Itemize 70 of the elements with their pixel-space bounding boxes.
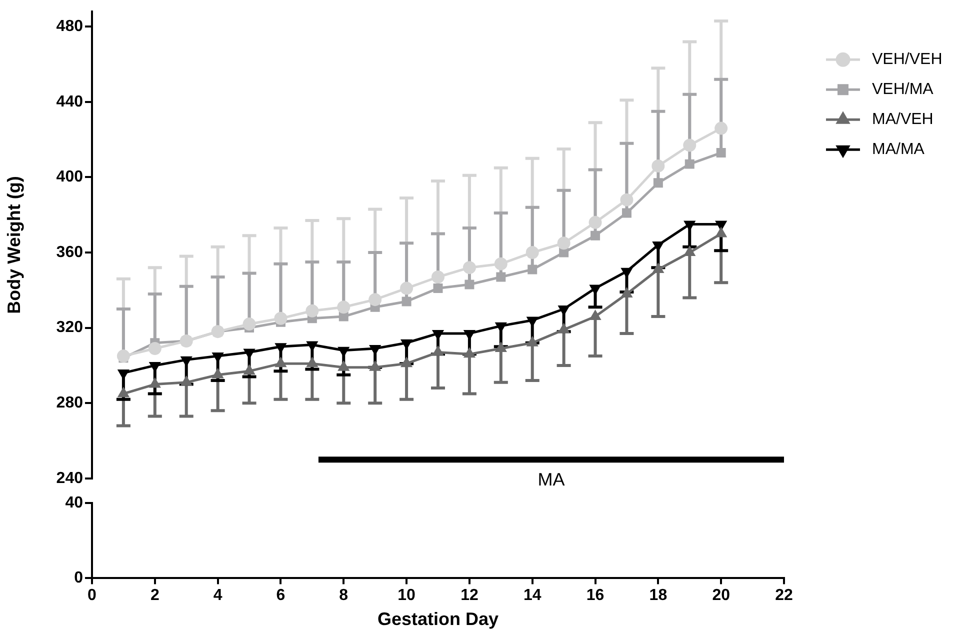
point [337,300,350,314]
y-tick-label: 40 [65,494,84,512]
y-tick-label: 240 [56,470,84,487]
x-tick-label: 18 [649,587,668,604]
point [464,330,476,340]
point [558,305,570,316]
point [274,312,288,325]
point [148,342,162,356]
y-tick-label: 320 [56,319,84,336]
point [400,339,412,350]
point [338,312,348,322]
point [622,208,632,218]
point [652,159,665,172]
x-tick-label: 4 [213,587,222,604]
point [588,216,602,229]
point [464,280,474,290]
point [620,193,634,206]
legend-label: VEH/VEH [872,51,942,68]
point [242,318,256,331]
point [652,242,664,252]
point [432,270,444,284]
y-tick-label: 360 [56,244,84,261]
x-tick-label: 0 [88,587,97,604]
point [496,272,506,282]
point [621,268,632,278]
x-tick-label: 6 [276,587,286,604]
point [462,261,476,274]
x-tick-label: 10 [398,587,416,604]
y-axis-title: Body Weight (g) [4,176,24,314]
point [653,178,663,188]
annotation: MA [538,470,565,490]
point [494,257,508,270]
y-tick-label: 440 [56,93,84,110]
x-tick-label: 2 [150,587,160,604]
y-tick-label: 0 [74,570,84,587]
point [116,350,130,363]
point [684,159,694,169]
x-axis-title: Gestation Day [377,609,499,630]
legend-label: MA/MA [872,141,925,158]
y-tick-label: 280 [56,394,84,412]
legend-label: MA/VEH [872,111,934,128]
legend-label: VEH/MA [872,81,934,98]
point [559,248,569,258]
point [714,122,728,135]
point [180,356,192,366]
point [368,293,382,306]
point [526,316,538,327]
point [495,322,507,332]
point [433,284,443,294]
x-tick-label: 14 [523,587,542,604]
point [149,362,161,372]
point [402,296,412,306]
point [716,148,726,158]
y-tick-label: 400 [56,168,84,186]
point [526,246,539,260]
y-tick-label: 480 [56,18,84,36]
x-tick-label: 16 [586,587,604,604]
x-tick-label: 8 [339,587,348,604]
point [528,264,538,274]
point [118,369,130,380]
point [338,346,350,357]
point [684,220,696,231]
point [400,282,414,295]
x-tick-label: 20 [712,587,730,604]
x-tick-label: 12 [460,587,478,604]
point [306,304,319,318]
point [557,236,570,250]
x-tick-label: 22 [775,587,793,604]
point [683,138,696,152]
point [590,230,600,240]
